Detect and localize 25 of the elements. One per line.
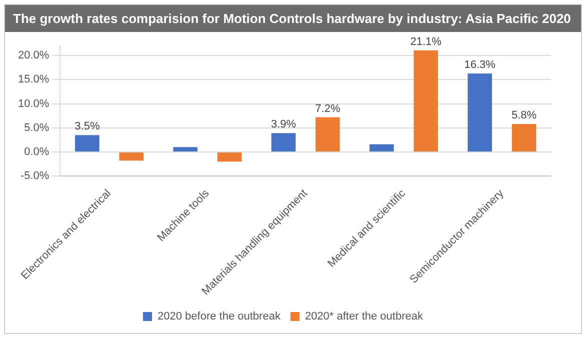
bar [75, 135, 100, 152]
bar [512, 124, 536, 152]
y-tick-label: 0.0% [24, 146, 50, 158]
data-label: 7.2% [315, 102, 340, 115]
data-label: 5.8% [511, 110, 537, 122]
y-tick-label: 15.0% [18, 74, 50, 86]
bar [414, 50, 438, 152]
bar [217, 152, 242, 162]
y-tick-label: 5.0% [24, 122, 50, 134]
data-label: 3.5% [74, 120, 100, 133]
y-tick-label: 20.0% [18, 50, 50, 62]
bar [173, 147, 198, 152]
bar [468, 73, 492, 152]
chart-title: The growth rates comparision for Motion Controls hardware by industry: Asia Pacific 2020 [5, 5, 581, 32]
bar [316, 117, 340, 152]
data-label: 16.3% [464, 58, 496, 71]
y-tick-label: -5.0% [20, 170, 50, 182]
data-label: 3.9% [270, 118, 296, 131]
bar [370, 144, 394, 152]
data-label: 21.1% [410, 36, 442, 48]
legend-label: 2020* after the outbreak [304, 310, 424, 323]
y-tick-label: 10.0% [18, 98, 50, 110]
bar [119, 152, 144, 161]
legend-label: 2020 before the outbreak [158, 310, 281, 323]
bar [271, 133, 296, 152]
